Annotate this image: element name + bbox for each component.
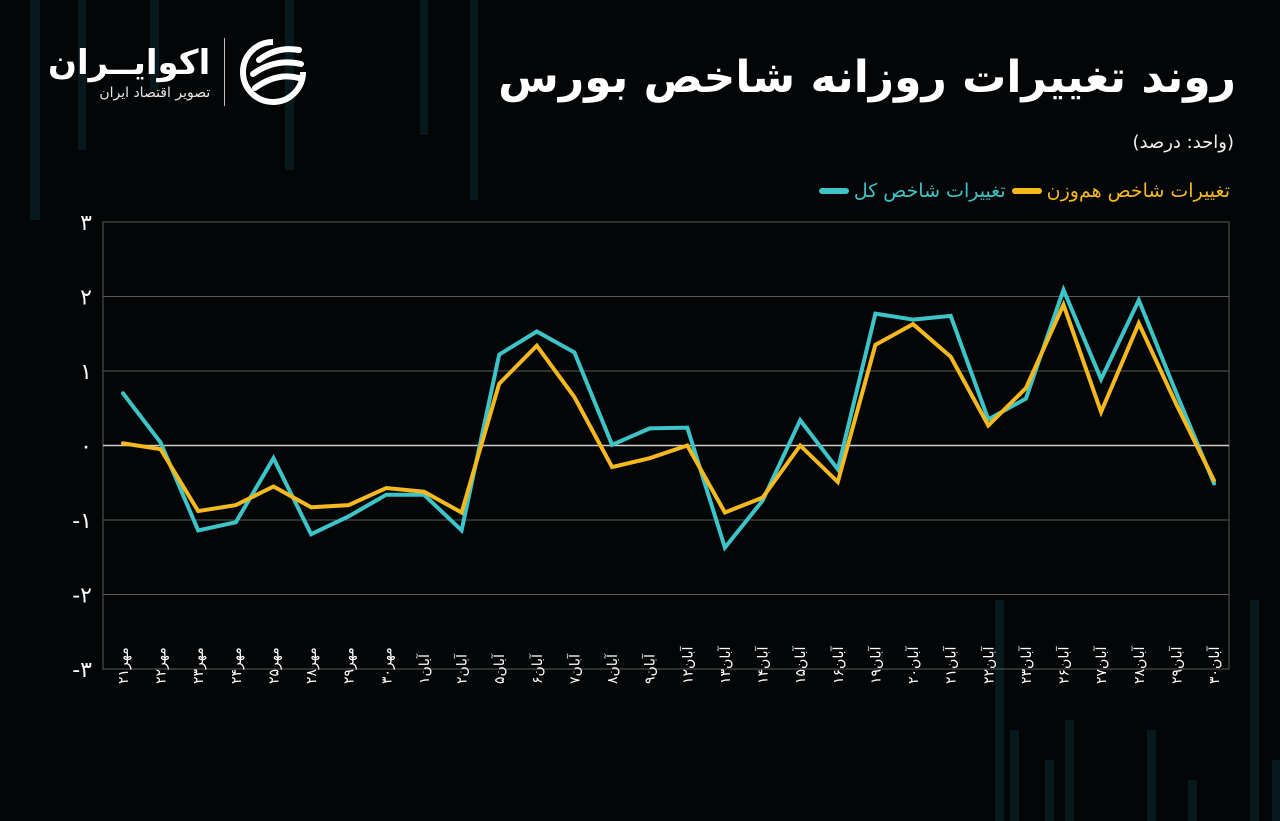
x-tick-label: آبان۲۷ xyxy=(1093,646,1110,684)
logo-name: اکوایــران xyxy=(48,43,211,83)
y-tick-label: -۱ xyxy=(72,509,92,534)
y-tick-label: -۲ xyxy=(72,584,92,609)
x-tick-label: مهر۲۳ xyxy=(191,647,207,684)
x-tick-label: آبان۲۳ xyxy=(1018,646,1035,684)
series-equal-weight-index xyxy=(121,299,1216,516)
logo-divider xyxy=(224,38,226,106)
x-tick-label: آبان۳۰ xyxy=(1206,646,1223,684)
legend-swatch-total xyxy=(818,188,849,194)
x-tick-label: آبان۷ xyxy=(566,653,583,684)
logo-mark-icon xyxy=(240,39,307,105)
x-tick-label: آبان۶ xyxy=(529,653,546,684)
x-tick-label: مهر۲۸ xyxy=(304,647,320,684)
series-total-index xyxy=(121,284,1216,552)
x-tick-label: آبان۲۹ xyxy=(1168,646,1185,684)
legend-item-total-index: تغییرات شاخص کل xyxy=(818,180,1006,202)
x-tick-label: مهر۲۲ xyxy=(154,647,170,684)
x-tick-label: آبان۲۸ xyxy=(1131,646,1148,684)
legend-item-equal-weight-index: تغییرات شاخص هم‌وزن xyxy=(1011,180,1230,202)
page-title: روند تغییرات روزانه شاخص بورس xyxy=(498,52,1236,103)
x-tick-label: مهر۲۱ xyxy=(116,647,132,684)
x-tick-label: آبان۵ xyxy=(491,653,508,684)
x-tick-label: آبان۲۶ xyxy=(1056,646,1073,684)
x-tick-label: آبان۱۲ xyxy=(679,646,696,684)
x-tick-label: مهر۳۰ xyxy=(379,647,395,684)
x-tick-label: آبان۱۹ xyxy=(867,646,884,684)
chart-legend: تغییرات شاخص کل تغییرات شاخص هم‌وزن xyxy=(818,180,1230,202)
x-tick-label: مهر۲۵ xyxy=(266,647,282,684)
x-tick-label: آبان۲۱ xyxy=(943,646,960,684)
x-tick-label: آبان۱ xyxy=(416,653,433,684)
brand-logo: اکوایــران تصویر اقتصاد ایران xyxy=(48,36,309,108)
header: اکوایــران تصویر اقتصاد ایران روند تغییر… xyxy=(0,0,1280,210)
x-tick-label: آبان۱۳ xyxy=(717,646,734,684)
legend-swatch-equal-weight xyxy=(1011,188,1042,194)
unit-label: (واحد: درصد) xyxy=(1132,132,1234,153)
x-tick-label: آبان۲۲ xyxy=(980,646,997,684)
x-tick-label: مهر۲۴ xyxy=(229,647,245,684)
x-tick-label: آبان۸ xyxy=(604,653,621,684)
y-tick-label: ۱ xyxy=(80,360,92,385)
legend-label-total: تغییرات شاخص کل xyxy=(853,180,1006,202)
logo-tagline: تصویر اقتصاد ایران xyxy=(99,85,211,101)
x-tick-label: آبان۱۴ xyxy=(755,646,772,684)
legend-label-equal-weight: تغییرات شاخص هم‌وزن xyxy=(1046,180,1230,202)
x-tick-label: آبان۱۶ xyxy=(830,646,847,684)
y-tick-label: ۰ xyxy=(80,435,92,460)
y-tick-label: ۲ xyxy=(80,286,92,311)
x-tick-label: آبان۲ xyxy=(454,653,471,684)
x-tick-label: آبان۲۰ xyxy=(905,646,922,684)
y-tick-label: -۳ xyxy=(72,658,92,683)
y-tick-label: ۳ xyxy=(80,211,92,236)
x-tick-label: آبان۹ xyxy=(642,653,659,684)
x-tick-label: مهر۲۹ xyxy=(342,647,358,684)
x-tick-label: آبان۱۵ xyxy=(792,646,809,684)
